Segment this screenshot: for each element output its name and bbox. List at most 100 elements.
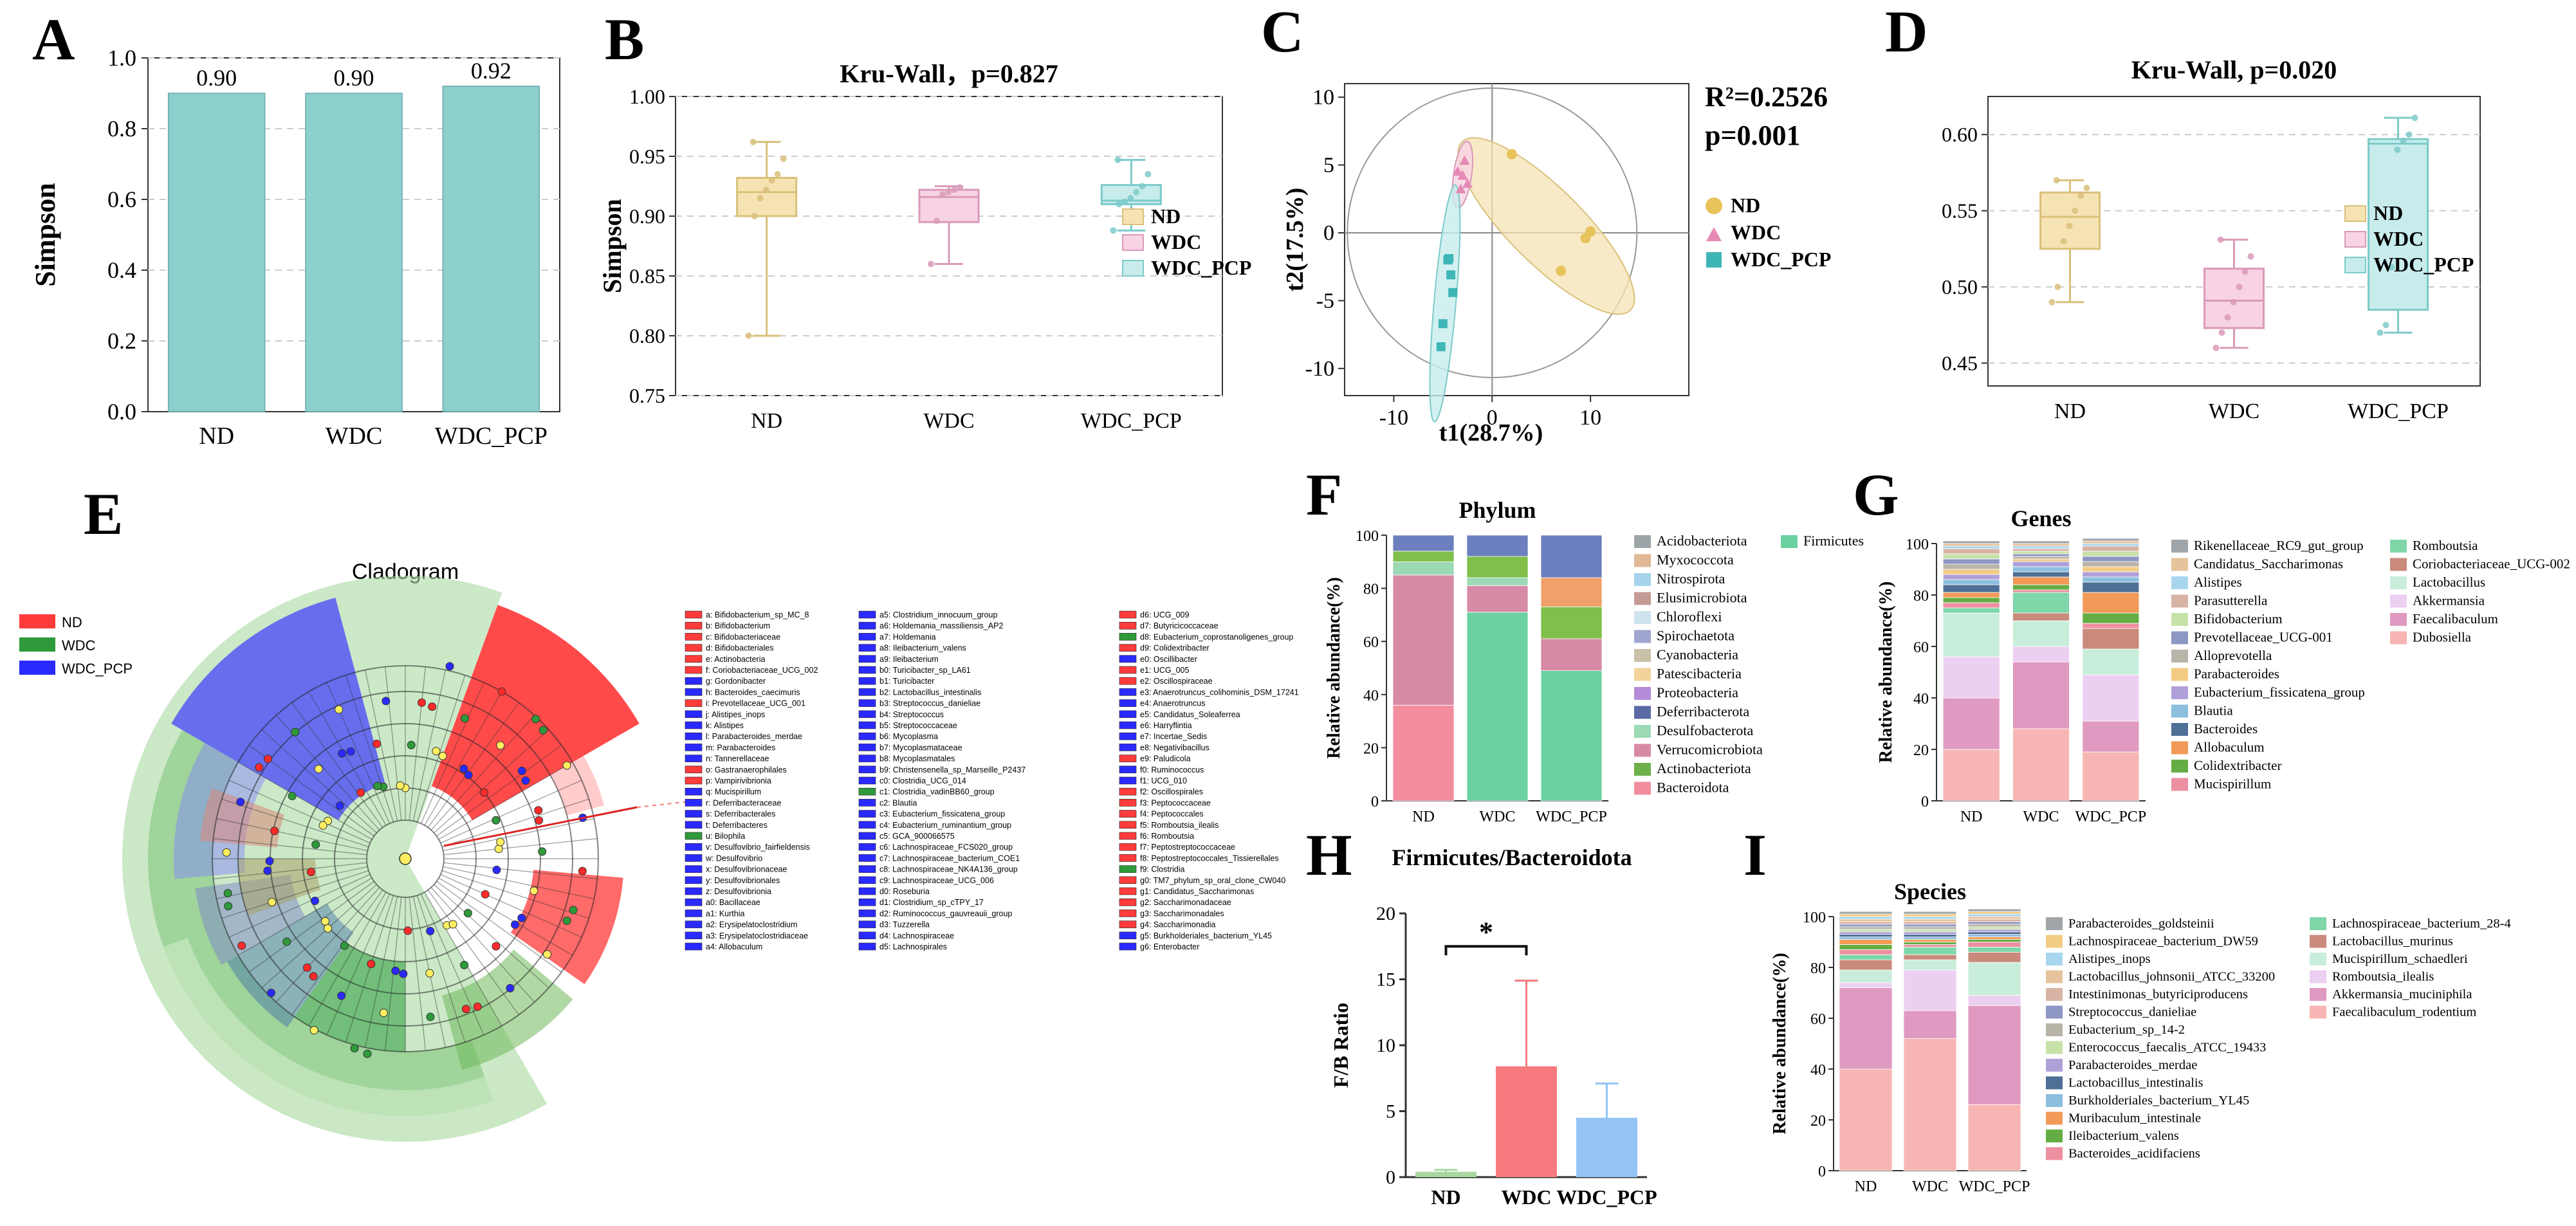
legend-label: Patescibacteria bbox=[1657, 666, 1742, 682]
stack-segment bbox=[1942, 584, 2000, 593]
tree-branch bbox=[216, 818, 368, 852]
stack-segment bbox=[2082, 628, 2140, 650]
y-tick-label: 0.90 bbox=[629, 205, 665, 228]
legend-swatch bbox=[1122, 260, 1144, 277]
legend-label: Akkermansia_muciniphila bbox=[2332, 987, 2472, 1002]
tree-node bbox=[367, 960, 376, 969]
legend-swatch bbox=[1122, 234, 1144, 251]
taxon-label: c2: Blautia bbox=[879, 798, 917, 807]
taxon-label: d8: Eubacterium_coprostanoligenes_group bbox=[1140, 632, 1293, 641]
tree-node bbox=[288, 792, 297, 801]
tree-branch bbox=[345, 895, 394, 1043]
taxon-label: a1: Kurthia bbox=[706, 909, 745, 918]
taxon-swatch bbox=[685, 633, 703, 641]
taxon-swatch bbox=[685, 688, 703, 696]
stack-segment bbox=[1903, 947, 1957, 955]
stack-segment bbox=[2082, 720, 2140, 753]
legend-swatch bbox=[2171, 704, 2188, 718]
stack-segment bbox=[2012, 612, 2070, 621]
data-label: 0.92 bbox=[471, 58, 511, 84]
taxon-label: a5: Clostridium_innocuum_group bbox=[879, 610, 997, 619]
legend-label: WDC_PCP bbox=[62, 661, 133, 677]
stack-segment bbox=[1903, 924, 1957, 928]
tree-branch bbox=[436, 745, 562, 837]
stack-segment bbox=[1942, 697, 2000, 750]
legend-label: Lachnospiraceae_bacterium_DW59 bbox=[2068, 935, 2258, 949]
point-WDC bbox=[1459, 155, 1470, 165]
bar-WDC_PCP bbox=[1576, 1117, 1637, 1177]
tree-node bbox=[396, 781, 405, 790]
legend-marker-WDC_PCP bbox=[1706, 252, 1722, 268]
taxon-label: f5: Romboutsia_ilealis bbox=[1140, 821, 1219, 830]
y-axis-label: F/B Ratio bbox=[1329, 1003, 1352, 1088]
taxon-label: b4: Streptococcus bbox=[879, 710, 944, 719]
taxon-swatch bbox=[858, 755, 876, 762]
stack-segment bbox=[2082, 612, 2140, 624]
taxon-swatch bbox=[858, 920, 876, 928]
chart-title: Firmicutes/Bacteroidota bbox=[1392, 845, 1632, 870]
taxon-swatch bbox=[1119, 876, 1137, 884]
clade-green bbox=[294, 943, 405, 1052]
legend-label: ND bbox=[2373, 201, 2403, 224]
stack-segment bbox=[1942, 574, 2000, 580]
tree-branch bbox=[291, 890, 383, 1016]
taxon-swatch bbox=[858, 910, 876, 917]
stack-segment bbox=[1839, 921, 1893, 925]
data-point bbox=[757, 195, 764, 202]
tree-node bbox=[461, 1005, 470, 1014]
legend-swatch bbox=[2046, 1059, 2063, 1072]
legend-label: Rikenellaceae_RC9_gut_group bbox=[2194, 538, 2364, 553]
tree-node bbox=[480, 788, 489, 797]
tree-branch bbox=[436, 881, 562, 973]
tree-branch bbox=[345, 675, 394, 823]
data-point bbox=[2411, 114, 2418, 122]
taxon-swatch bbox=[858, 666, 876, 674]
stack-segment bbox=[1839, 913, 1893, 917]
y-tick-label: 60 bbox=[1913, 639, 1929, 656]
tree-branch bbox=[248, 881, 374, 973]
point-ND bbox=[1585, 226, 1596, 237]
taxon-swatch bbox=[685, 854, 703, 862]
y-tick-label: 0.4 bbox=[107, 257, 136, 283]
bar-WDC_PCP bbox=[442, 86, 540, 412]
tree-node bbox=[562, 761, 571, 770]
stack-segment bbox=[1903, 939, 1957, 942]
taxon-swatch bbox=[1119, 765, 1137, 774]
legend-swatch bbox=[1122, 208, 1144, 225]
stack-segment bbox=[2012, 556, 2070, 560]
stack-segment bbox=[2012, 545, 2070, 549]
bar-WDC bbox=[1496, 1066, 1557, 1177]
y-tick-label: 0.95 bbox=[629, 145, 665, 168]
legend-swatch bbox=[2046, 1147, 2063, 1160]
stack-segment bbox=[2012, 540, 2070, 544]
x-tick-label: ND bbox=[751, 409, 782, 433]
y-tick-label: 0 bbox=[1386, 1167, 1395, 1188]
taxon-swatch bbox=[1119, 865, 1137, 873]
taxon-swatch bbox=[1119, 710, 1137, 718]
x-tick-label: -10 bbox=[1379, 406, 1408, 430]
tree-node bbox=[569, 906, 578, 915]
legend-label: Actinobacteriota bbox=[1657, 760, 1751, 776]
data-point bbox=[745, 333, 752, 339]
y-tick-label: 10 bbox=[1376, 1035, 1395, 1056]
taxon-swatch bbox=[685, 810, 703, 818]
taxon-swatch bbox=[858, 832, 876, 840]
legend-marker-ND bbox=[1706, 197, 1722, 214]
y-axis-label: Relative abundance(%) bbox=[1324, 577, 1344, 758]
legend-swatch bbox=[2310, 917, 2326, 930]
tree-branch bbox=[365, 670, 398, 821]
taxon-label: c: Bifidobacteriaceae bbox=[706, 632, 780, 641]
panel-g-genes: Genes 0 20 40 60 80 100 ND WDC WDC_PCP Relative ab… bbox=[1876, 506, 2570, 825]
taxon-label: g6: Enterobacter bbox=[1140, 942, 1199, 951]
tree-branch bbox=[237, 877, 373, 956]
chart-title: Genes bbox=[2011, 506, 2072, 531]
taxon-label: b3: Streptococcus_danieliae bbox=[879, 699, 980, 708]
y-tick-label: 0.2 bbox=[107, 328, 136, 354]
taxon-swatch bbox=[858, 721, 876, 729]
taxon-swatch bbox=[1119, 821, 1137, 829]
stack-segment bbox=[1540, 638, 1603, 672]
tree-node bbox=[338, 749, 347, 758]
tree-node bbox=[511, 920, 520, 929]
taxon-swatch bbox=[685, 744, 703, 751]
data-point bbox=[751, 213, 758, 219]
